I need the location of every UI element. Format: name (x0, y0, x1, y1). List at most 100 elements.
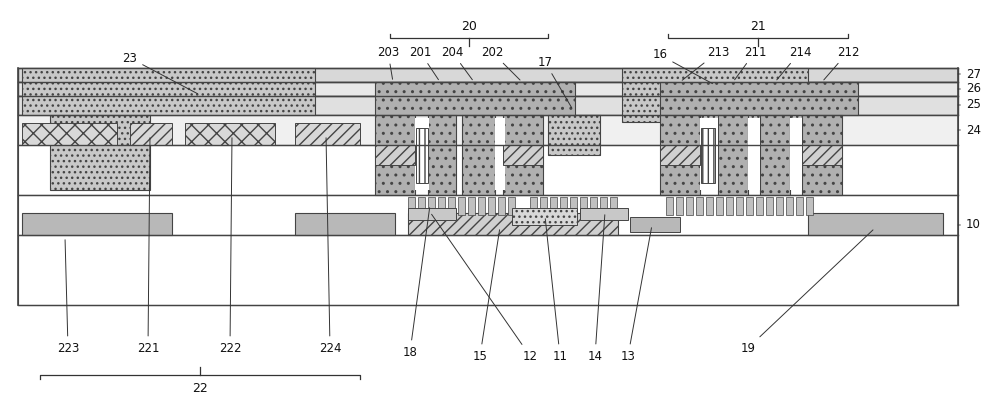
Bar (375, 115, 415, 195)
Bar (790, 118, 802, 190)
Text: 224: 224 (319, 138, 341, 354)
Text: 17: 17 (538, 56, 572, 107)
Bar (696, 197, 703, 215)
Bar (746, 197, 753, 215)
Bar (295, 123, 360, 145)
Bar (570, 197, 577, 215)
Bar (701, 128, 715, 183)
Bar (610, 197, 617, 215)
Text: 213: 213 (682, 46, 729, 80)
Text: 222: 222 (219, 138, 241, 354)
Text: 12: 12 (432, 214, 538, 362)
Text: 22: 22 (192, 382, 208, 395)
Text: 19: 19 (740, 230, 873, 354)
Bar (796, 197, 803, 215)
Bar (503, 145, 543, 165)
Bar (408, 197, 415, 215)
Text: 20: 20 (461, 20, 477, 33)
Bar (726, 197, 733, 215)
Bar (462, 115, 495, 195)
Bar (560, 197, 567, 215)
Bar (802, 115, 842, 195)
Bar (498, 197, 505, 215)
Text: 203: 203 (377, 46, 399, 79)
Bar (580, 197, 587, 215)
Bar (686, 197, 693, 215)
Bar (22, 213, 172, 235)
Bar (660, 82, 858, 115)
Bar (408, 208, 456, 220)
Bar (508, 197, 515, 215)
Bar (776, 197, 783, 215)
Text: 10: 10 (958, 219, 981, 232)
Bar (503, 115, 543, 195)
Bar (600, 197, 607, 215)
Bar (495, 118, 505, 190)
Bar (786, 197, 793, 215)
Bar (806, 197, 813, 215)
Bar (706, 197, 713, 215)
Text: 14: 14 (588, 215, 605, 362)
Text: 214: 214 (777, 46, 811, 80)
Bar (185, 123, 275, 145)
Text: 201: 201 (409, 46, 438, 80)
Bar (660, 145, 700, 165)
Text: 204: 204 (441, 46, 472, 80)
Text: 211: 211 (735, 46, 766, 80)
Bar (50, 115, 150, 190)
Bar (550, 197, 557, 215)
Bar (580, 208, 628, 220)
Text: 202: 202 (481, 46, 520, 80)
Text: 27: 27 (958, 67, 981, 81)
Text: 23: 23 (123, 51, 198, 94)
Bar (295, 213, 395, 235)
Bar (18, 195, 958, 235)
Bar (428, 197, 435, 215)
Bar (130, 123, 172, 145)
Text: 15: 15 (473, 230, 500, 362)
Bar (700, 118, 718, 190)
Bar (530, 197, 537, 215)
Text: 24: 24 (958, 123, 981, 137)
Bar (622, 68, 808, 122)
Bar (375, 145, 415, 165)
Text: 26: 26 (958, 82, 981, 95)
Text: 18: 18 (403, 208, 430, 359)
Text: 13: 13 (621, 228, 651, 362)
Bar (408, 213, 618, 235)
Bar (760, 115, 790, 195)
Text: 11: 11 (545, 219, 568, 362)
Bar (808, 213, 943, 235)
Bar (18, 68, 958, 82)
Bar (512, 208, 577, 225)
Bar (438, 197, 445, 215)
Bar (18, 82, 958, 96)
Bar (468, 197, 475, 215)
Bar (718, 115, 748, 195)
Text: 25: 25 (958, 99, 981, 112)
Bar (660, 115, 700, 195)
Bar (548, 115, 600, 155)
Bar (488, 197, 495, 215)
Text: 212: 212 (824, 46, 859, 80)
Bar (540, 197, 547, 215)
Bar (766, 197, 773, 215)
Bar (478, 197, 485, 215)
Bar (418, 197, 425, 215)
Text: 21: 21 (750, 20, 766, 33)
Bar (415, 118, 429, 190)
Bar (590, 197, 597, 215)
Bar (375, 82, 575, 115)
Text: 221: 221 (137, 138, 159, 354)
Bar (448, 197, 455, 215)
Bar (18, 235, 958, 305)
Bar (18, 145, 958, 195)
Bar (676, 197, 683, 215)
Bar (736, 197, 743, 215)
Bar (428, 115, 456, 195)
Bar (748, 118, 760, 190)
Text: 16: 16 (652, 48, 713, 84)
Bar (716, 197, 723, 215)
Bar (22, 123, 117, 145)
Bar (458, 197, 465, 215)
